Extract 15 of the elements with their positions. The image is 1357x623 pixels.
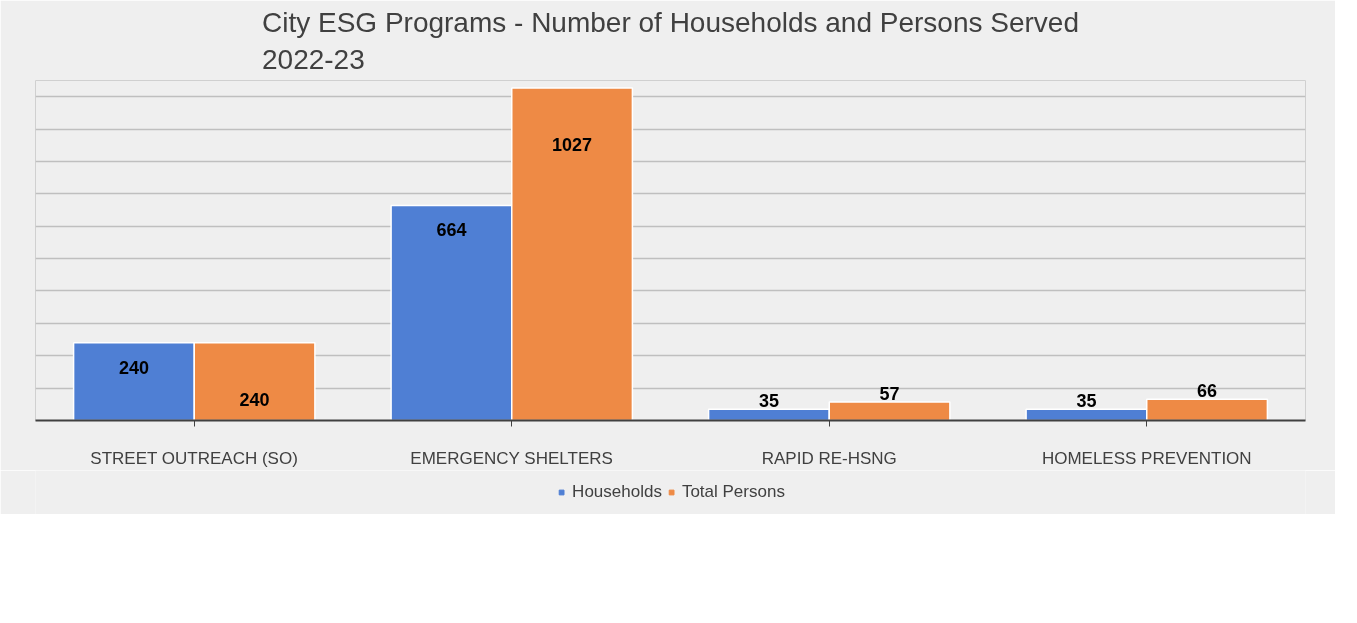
x-tick-label: RAPID RE-HSNG (761, 448, 897, 468)
x-tick-label: EMERGENCY SHELTERS (410, 448, 613, 468)
data-label: 66 (1197, 381, 1218, 402)
data-label: 664 (436, 220, 467, 241)
data-label: 240 (239, 389, 270, 410)
legend-label: Households (572, 482, 662, 502)
chart-title: City ESG Programs - Number of Households and Persons Served 2022-23 (261, 7, 1080, 76)
legend-label: Total Persons (681, 482, 785, 502)
x-tick-label: STREET OUTREACH (SO) (90, 448, 298, 468)
data-label: 240 (118, 357, 149, 378)
data-label: 35 (758, 391, 779, 412)
x-tick-label: HOMELESS PREVENTION (1041, 448, 1252, 468)
data-label: 35 (1076, 391, 1097, 412)
data-label: 57 (879, 384, 900, 405)
data-label: 1027 (552, 134, 593, 155)
